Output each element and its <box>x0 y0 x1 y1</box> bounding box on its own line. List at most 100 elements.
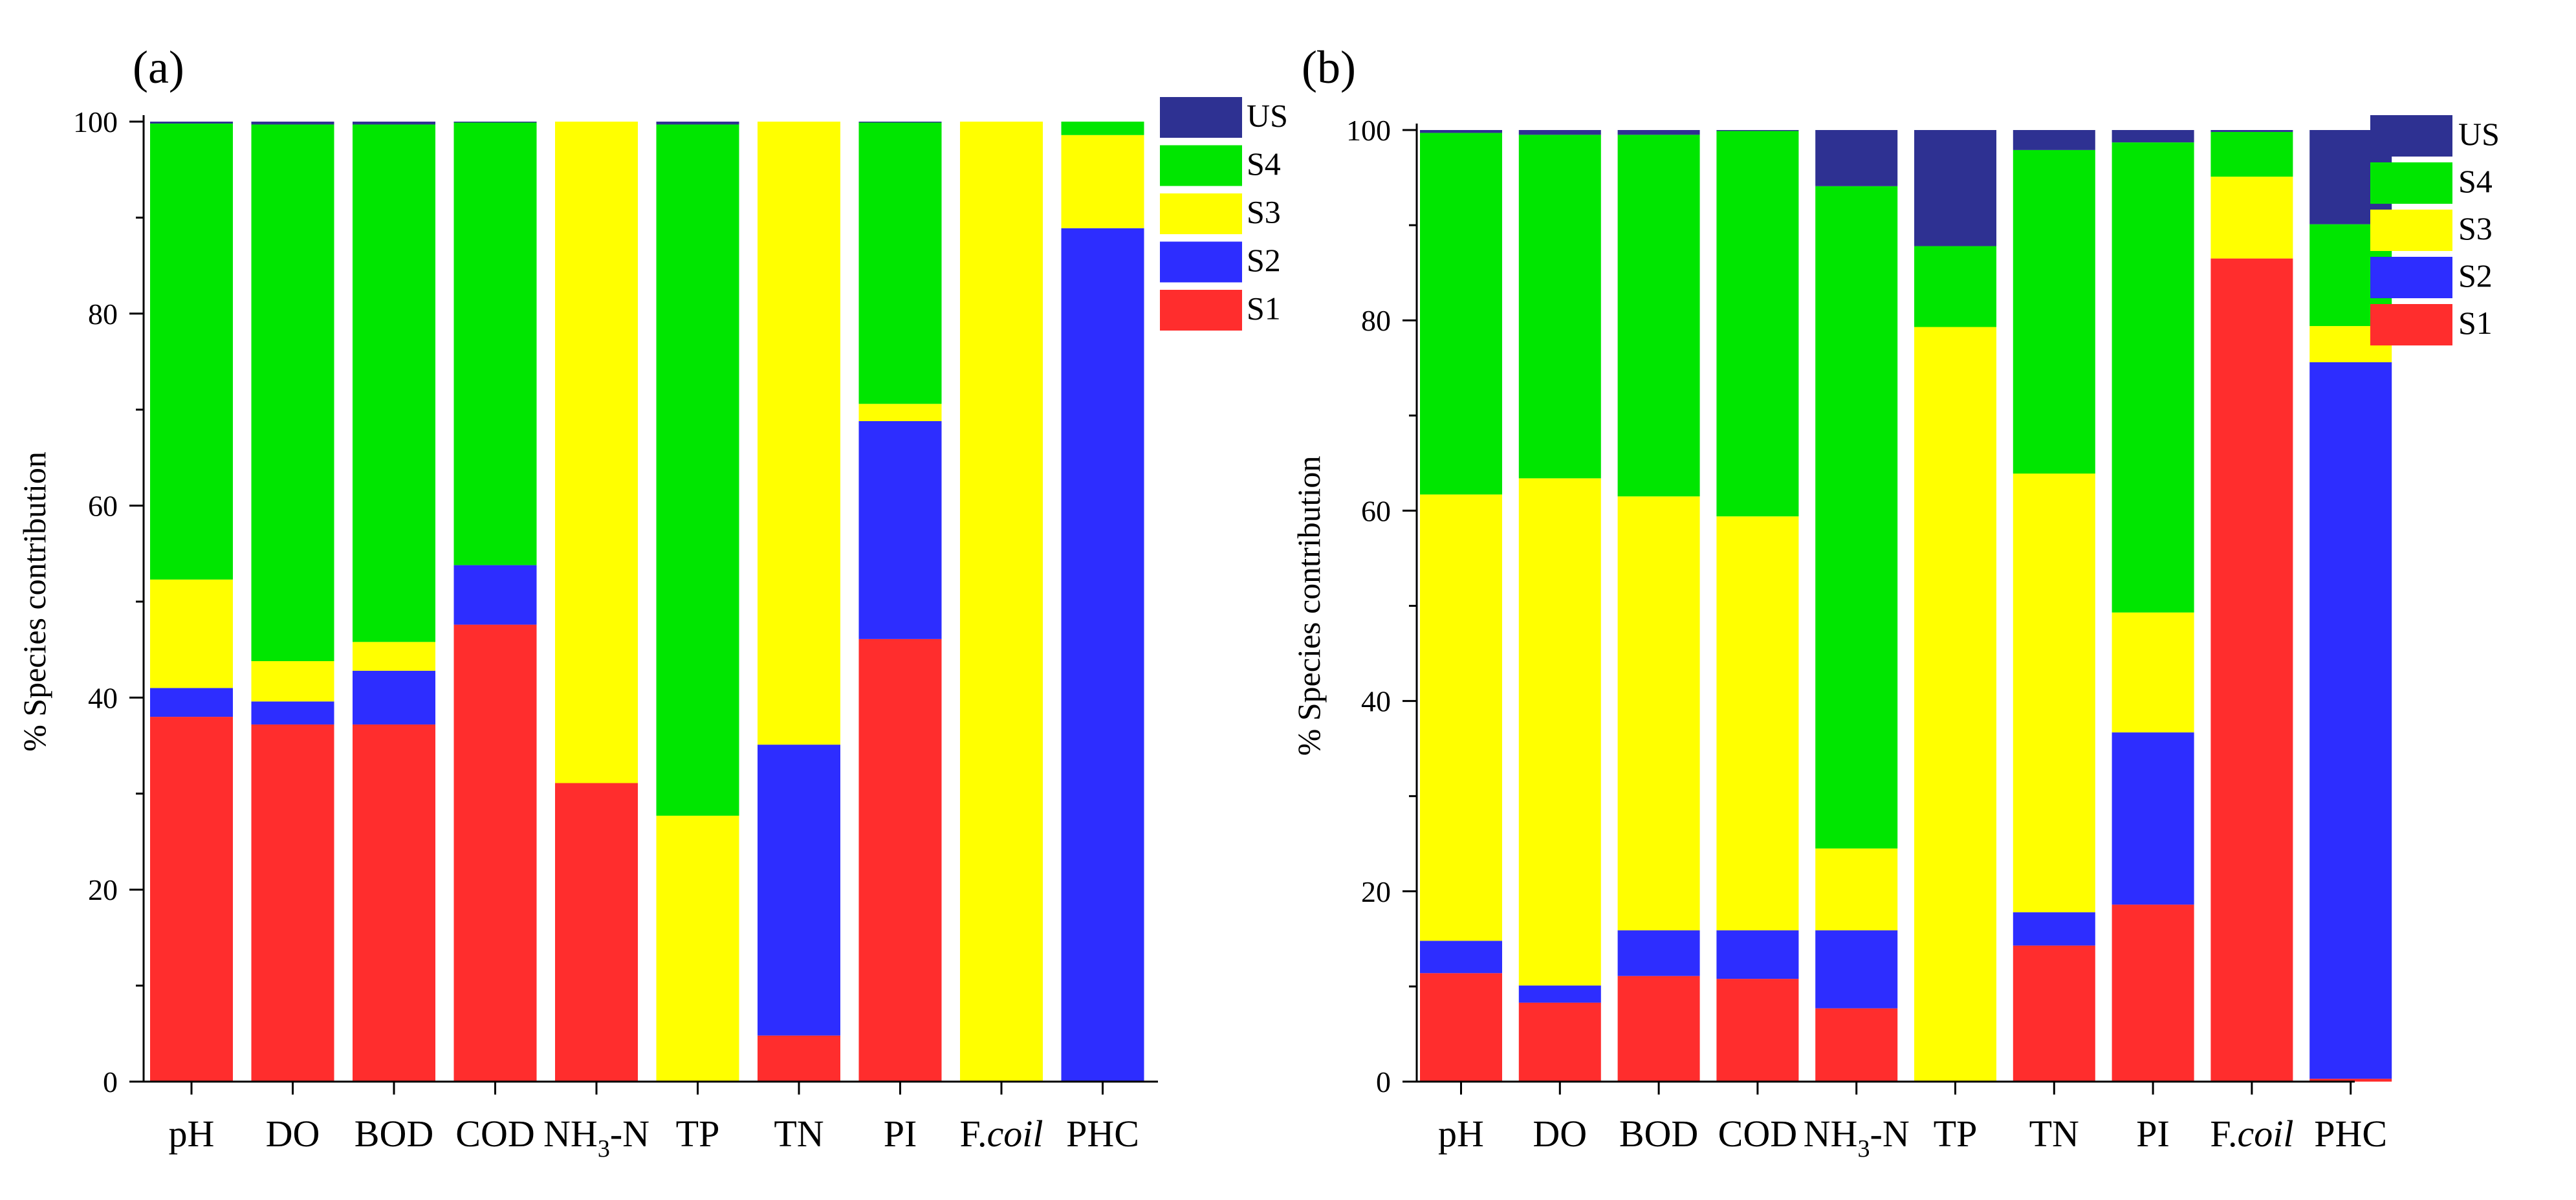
bar-b-tp-us <box>1914 130 1996 246</box>
x-tick-label-b-tp: TP <box>1934 1113 1978 1155</box>
bar-group-a-cod <box>453 122 537 1082</box>
bar-group-b-cod <box>1716 130 1799 1082</box>
bar-a-pi-s2 <box>858 421 942 639</box>
bar-a-phc-s3 <box>1061 135 1144 228</box>
bar-b-pi-s3 <box>2112 612 2194 733</box>
legend-swatch-b-us <box>2370 115 2452 157</box>
bar-b-cod-s3 <box>1716 516 1799 931</box>
legend-label-a-s1: S1 <box>1247 290 1281 326</box>
x-tick-label-a-bod: BOD <box>355 1113 433 1155</box>
x-tick-label-a-pi: PI <box>884 1113 917 1155</box>
bar-b-tn-s3 <box>2013 474 2095 913</box>
x-tick-label-b-tn: TN <box>2029 1113 2079 1155</box>
bar-b-tp-s4 <box>1914 246 1996 327</box>
bar-a-phc-s4 <box>1061 122 1144 135</box>
legend-swatch-a-s3 <box>1160 193 1242 234</box>
x-tick-label-a-ph: pH <box>169 1113 215 1155</box>
chart-panel-b: 0 20 40 60 80 100 pH DO BOD COD NH3-N TP TN PI F.coil P… <box>1291 41 2500 1162</box>
legend-label-a-us: US <box>1247 97 1288 133</box>
y-tick-label-b-80: 80 <box>1361 304 1391 337</box>
bar-a-do-s2 <box>251 701 334 725</box>
bar-group-b-tp <box>1914 130 1996 1082</box>
bar-a-cod-s4 <box>453 122 537 565</box>
legend-label-b-us: US <box>2458 116 2500 152</box>
legend-swatch-a-s4 <box>1160 145 1242 186</box>
bar-b-cod-s2 <box>1716 930 1799 979</box>
x-tick-label-b-cod: COD <box>1718 1113 1797 1155</box>
panel-label-b: (b) <box>1302 41 1356 93</box>
x-tick-label-a-f-coil: F.coil <box>959 1113 1043 1155</box>
y-tick-label-a-0: 0 <box>103 1065 118 1098</box>
bar-b-f-coil-s3 <box>2210 177 2293 259</box>
y-tick-label-b-20: 20 <box>1361 875 1391 908</box>
bar-group-b-do <box>1518 130 1601 1082</box>
bar-a-phc-s2 <box>1061 228 1144 1082</box>
bar-b-nh3-n-us <box>1815 130 1898 186</box>
y-axis-label-a: % Species contribution <box>16 452 52 752</box>
x-tick-label-b-f-coil: F.coil <box>2210 1113 2293 1155</box>
legend-label-b-s3: S3 <box>2458 210 2493 246</box>
bar-b-ph-s1 <box>1420 973 1502 1082</box>
bar-b-bod-s4 <box>1617 135 1700 497</box>
y-tick-label-a-40: 40 <box>88 681 118 714</box>
bar-b-nh3-n-s1 <box>1815 1008 1898 1082</box>
legend-swatch-b-s3 <box>2370 210 2452 251</box>
bar-b-tn-us <box>2013 130 2095 150</box>
bar-group-a-f-coil <box>960 122 1043 1082</box>
bar-a-bod-us <box>353 122 435 125</box>
legend-label-b-s1: S1 <box>2458 305 2493 341</box>
y-tick-label-b-60: 60 <box>1361 494 1391 527</box>
x-tick-label-a-do: DO <box>266 1113 320 1155</box>
bar-b-pi-s4 <box>2112 142 2194 613</box>
bar-group-b-pi <box>2112 130 2194 1082</box>
legend-b: US S4 S3 S2 S1 <box>2370 115 2500 345</box>
x-tick-label-b-bod: BOD <box>1619 1113 1698 1155</box>
bar-a-ph-s1 <box>150 717 233 1082</box>
bar-a-tn-s3 <box>758 122 840 745</box>
x-tick-label-a-nh3-n: NH3-N <box>543 1113 649 1162</box>
bar-b-do-s3 <box>1518 478 1601 986</box>
legend-swatch-b-s1 <box>2370 304 2452 345</box>
bar-b-phc-s2 <box>2309 362 2392 1079</box>
bar-b-do-us <box>1518 130 1601 135</box>
bar-b-cod-s1 <box>1716 979 1799 1082</box>
y-tick-label-a-100: 100 <box>73 105 118 138</box>
bar-b-do-s2 <box>1518 985 1601 1003</box>
bar-group-a-tn <box>758 122 840 1082</box>
y-tick-label-a-60: 60 <box>88 490 118 523</box>
bar-a-bod-s3 <box>353 642 435 671</box>
bar-a-tn-s2 <box>758 745 840 1036</box>
legend-label-b-s4: S4 <box>2458 163 2493 199</box>
x-tick-label-b-do: DO <box>1533 1113 1587 1155</box>
bar-a-tp-s3 <box>656 815 739 1082</box>
bar-a-f-coil-s3 <box>960 122 1043 1082</box>
bar-a-bod-s2 <box>353 670 435 725</box>
bar-a-nh3-n-s3 <box>555 122 638 783</box>
bar-b-cod-s4 <box>1716 131 1799 517</box>
legend-label-a-s4: S4 <box>1247 146 1281 182</box>
bar-b-nh3-n-s3 <box>1815 848 1898 931</box>
y-tick-label-a-20: 20 <box>88 873 118 906</box>
bar-a-tp-us <box>656 122 739 125</box>
bar-group-a-nh3-n <box>555 122 638 1082</box>
bar-a-cod-s2 <box>453 565 537 625</box>
bar-a-ph-s4 <box>150 123 233 580</box>
bar-a-nh3-n-s1 <box>555 783 638 1082</box>
x-tick-label-b-ph: pH <box>1438 1113 1484 1155</box>
bar-group-b-f-coil <box>2210 130 2293 1082</box>
bar-a-ph-s3 <box>150 579 233 688</box>
y-axis-label-b: % Species contribution <box>1291 456 1327 756</box>
x-tick-label-b-nh3-n: NH3-N <box>1804 1113 1910 1162</box>
x-tick-label-a-phc: PHC <box>1066 1113 1139 1155</box>
bar-b-bod-us <box>1617 130 1700 135</box>
bar-group-a-pi <box>858 122 942 1082</box>
legend-a: US S4 S3 S2 S1 <box>1160 97 1288 331</box>
legend-swatch-a-s2 <box>1160 241 1242 283</box>
bar-group-b-ph <box>1420 130 1502 1082</box>
bar-b-tn-s4 <box>2013 149 2095 474</box>
bar-b-ph-s2 <box>1420 941 1502 974</box>
bar-group-b-tn <box>2013 130 2095 1082</box>
bar-a-do-s3 <box>251 661 334 702</box>
bar-b-f-coil-s4 <box>2210 131 2293 177</box>
bar-b-do-s1 <box>1518 1002 1601 1082</box>
